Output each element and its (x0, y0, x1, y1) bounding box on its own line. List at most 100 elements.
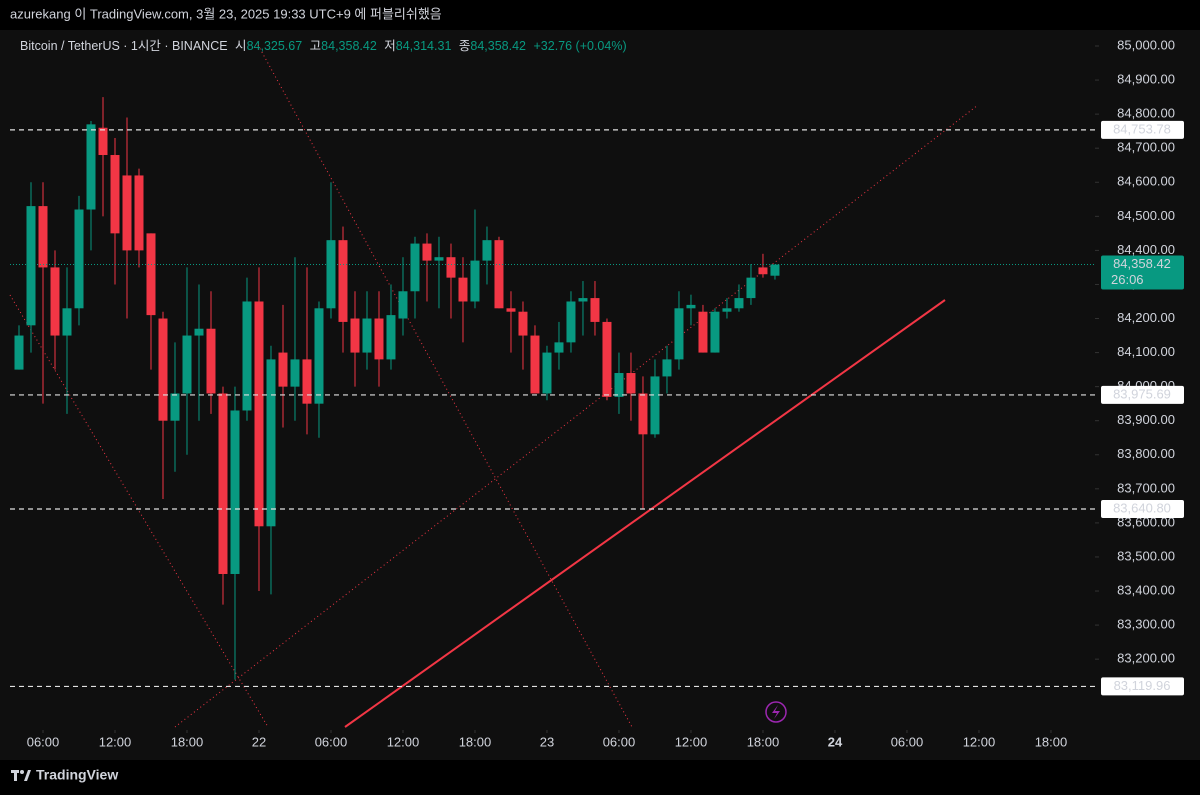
candle-body (398, 291, 408, 319)
candle-body (602, 321, 612, 397)
candle-body (494, 240, 504, 309)
candle-body (638, 393, 648, 435)
x-tick-label: 18:00 (1035, 734, 1068, 749)
candle-body (62, 308, 72, 336)
candle-body (578, 298, 588, 302)
ohlc-value: 84,358.42 (470, 39, 526, 53)
y-tick-label: 84,600.00 (1117, 174, 1175, 189)
y-tick-label: 84,100.00 (1117, 344, 1175, 359)
ohlc-value: 84,314.31 (396, 39, 452, 53)
price-label: 83,975.69 (1113, 386, 1171, 401)
x-tick-label: 06:00 (603, 734, 636, 749)
candle-body (86, 124, 96, 210)
candle-body (542, 352, 552, 394)
candle-body (230, 410, 240, 574)
logo-part (14, 770, 17, 781)
candle-body (458, 277, 468, 302)
candle-body (242, 301, 252, 411)
x-tick-label: 12:00 (675, 734, 708, 749)
candle-body (314, 308, 324, 404)
candle-body (770, 264, 780, 276)
publisher: azurekang 이 TradingView.com, 3월 23, 2025… (10, 6, 442, 21)
logo-part (24, 770, 31, 781)
y-tick-label: 84,800.00 (1117, 106, 1175, 121)
x-tick-label: 12:00 (387, 734, 420, 749)
candle-body (518, 311, 528, 336)
x-tick-label: 18:00 (459, 734, 492, 749)
candle-body (422, 243, 432, 261)
y-tick-label: 83,900.00 (1117, 412, 1175, 427)
last-price-box (1101, 255, 1184, 290)
y-tick-label: 83,200.00 (1117, 651, 1175, 666)
candle-body (434, 257, 444, 261)
candle-body (206, 328, 216, 394)
y-tick-label: 83,700.00 (1117, 480, 1175, 495)
price-label-box (1101, 385, 1184, 404)
candle-body (566, 301, 576, 343)
candle-body (662, 359, 672, 377)
candle-body (50, 267, 60, 336)
candle-body (674, 308, 684, 360)
y-tick-label: 83,500.00 (1117, 548, 1175, 563)
candle-body (362, 318, 372, 353)
candle-body (122, 175, 132, 251)
candle-body (338, 240, 348, 322)
candle-body (722, 308, 732, 312)
candle-body (146, 233, 156, 316)
y-tick-label: 84,200.00 (1117, 310, 1175, 325)
candle-body (74, 209, 84, 309)
price-label-box (1101, 677, 1184, 696)
candle-body (374, 318, 384, 360)
last-price-label: 84,358.42 (1113, 256, 1171, 271)
candles (14, 97, 780, 680)
price-label-box (1101, 499, 1184, 518)
brand: TradingView (36, 767, 118, 783)
candle-body (218, 393, 228, 574)
alert-icon[interactable] (765, 701, 787, 723)
candle-body (278, 352, 288, 387)
dotted-line (257, 44, 633, 728)
candle-body (182, 335, 192, 394)
candle-body (326, 240, 336, 309)
candle-body (530, 335, 540, 394)
ohlc-value: 84,358.42 (321, 39, 377, 53)
y-tick-label: 85,000.00 (1117, 37, 1175, 52)
alert-bolt (772, 705, 780, 719)
y-tick-label: 83,300.00 (1117, 617, 1175, 632)
ohlc-label: 저 (384, 39, 396, 53)
y-tick-label: 83,600.00 (1117, 514, 1175, 529)
x-tick-label: 22 (252, 734, 266, 749)
candle-body (746, 277, 756, 299)
candle-body (734, 298, 744, 309)
candle-body (158, 318, 168, 421)
candle-body (626, 373, 636, 394)
candle-body (302, 359, 312, 404)
ohlc-label: 시 (235, 39, 247, 53)
change: +32.76 (+0.04%) (533, 39, 626, 53)
x-tick-label: 18:00 (747, 734, 780, 749)
x-tick-label: 12:00 (963, 734, 996, 749)
candle-body (170, 393, 180, 421)
candle-body (554, 342, 564, 353)
x-tick-label: 24 (828, 734, 843, 749)
x-tick-label: 06:00 (891, 734, 924, 749)
y-tick-label: 83,400.00 (1117, 582, 1175, 597)
trend-line (344, 299, 946, 728)
drawings (9, 44, 979, 728)
candle-body (134, 175, 144, 251)
candle-body (290, 359, 300, 387)
price-label: 83,640.80 (1113, 500, 1171, 515)
candle-body (350, 318, 360, 353)
ohlc-label: 고 (310, 39, 322, 53)
legend: Bitcoin / TetherUS · 1시간 · BINANCE 시 84,3… (20, 39, 627, 53)
symbol: Bitcoin / TetherUS · 1시간 · BINANCE (20, 39, 228, 53)
x-tick-label: 06:00 (27, 734, 60, 749)
candle-body (14, 335, 24, 370)
candle-body (38, 206, 48, 268)
candle-body (470, 260, 480, 302)
candle-body (266, 359, 276, 527)
candle-body (110, 155, 120, 234)
y-tick-label: 84,500.00 (1117, 208, 1175, 223)
